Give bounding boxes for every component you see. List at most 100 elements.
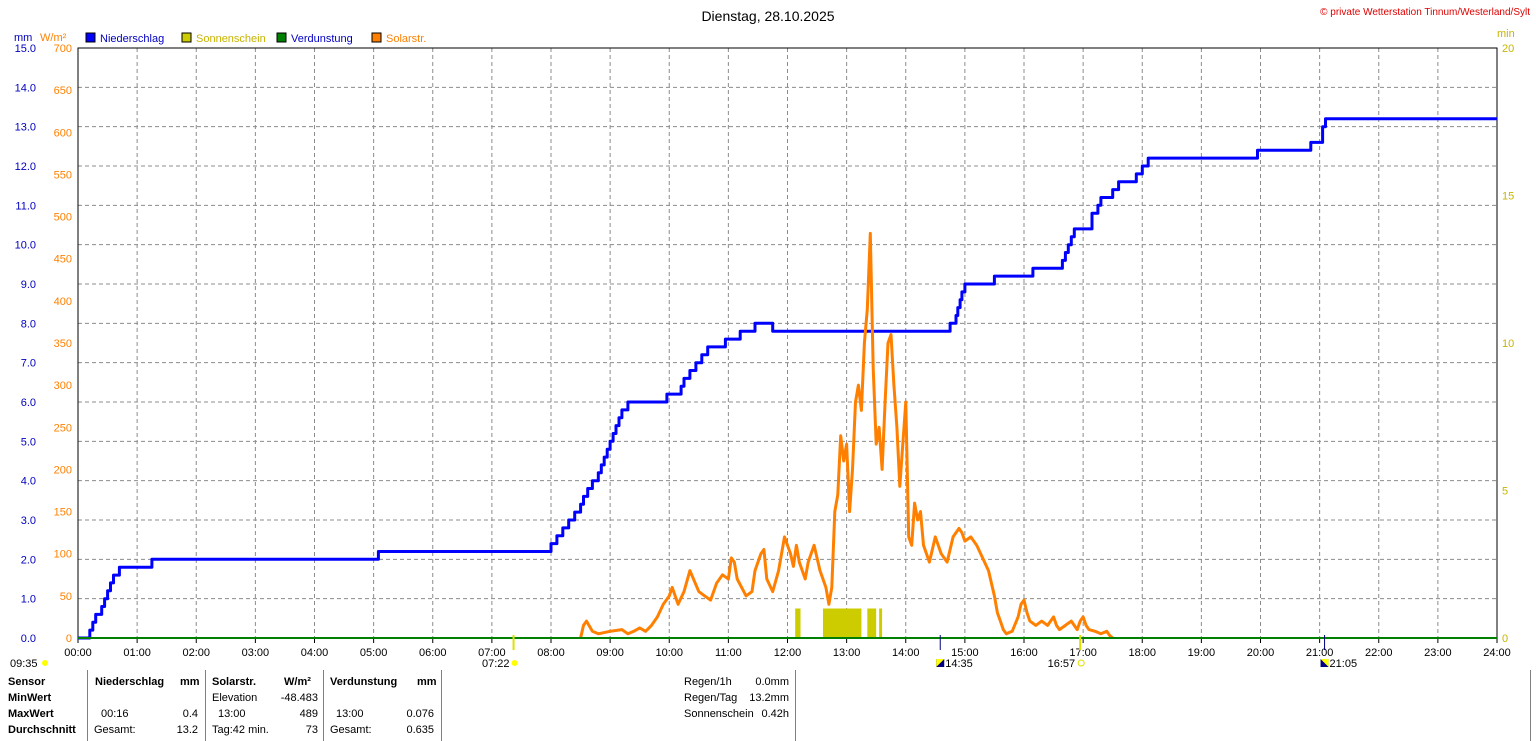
x-tick-label: 15:00 [951, 647, 979, 659]
summary-label: Sonnenschein [684, 708, 754, 720]
y-tick-label-mm: 11.0 [15, 200, 36, 212]
y-tick-label-min: 15 [1502, 191, 1514, 203]
divider [205, 670, 206, 741]
x-tick-label: 06:00 [419, 647, 447, 659]
marker-label-left: 09:35 [10, 658, 38, 668]
y-tick-label-wm2: 200 [54, 464, 72, 476]
x-tick-label: 00:00 [64, 647, 92, 659]
sunshine-bar [822, 608, 862, 638]
y-tick-label-wm2: 400 [54, 296, 72, 308]
y-tick-label-mm: 3.0 [21, 515, 36, 527]
y-tick-label-wm2: 150 [54, 507, 72, 519]
stats-cell: 00:16 [101, 708, 129, 720]
x-tick-label: 16:00 [1010, 647, 1038, 659]
summary-label: Regen/Tag [684, 692, 738, 704]
y-tick-label-min: 20 [1502, 43, 1514, 55]
stats-header-mm2: mm [417, 676, 437, 688]
x-tick-label: 09:00 [596, 647, 624, 659]
stats-cell: 489 [299, 708, 318, 720]
y-tick-label-wm2: 250 [54, 422, 72, 434]
x-tick-label: 20:00 [1247, 647, 1275, 659]
stats-header-niederschlag: Niederschlag [95, 676, 165, 688]
sunshine-bar [879, 608, 883, 638]
chart-title: Dienstag, 28.10.2025 [701, 8, 834, 24]
y-tick-label-wm2: 500 [54, 212, 72, 224]
y-tick-label-min: 10 [1502, 338, 1514, 350]
x-tick-label: 13:00 [833, 647, 861, 659]
legend-swatch-sonnenschein [181, 32, 192, 43]
y-tick-label-mm: 9.0 [21, 279, 36, 291]
stats-header-sensor: Sensor [8, 676, 46, 688]
stats-cell: -48.483 [280, 692, 318, 704]
x-tick-label: 01:00 [123, 647, 151, 659]
y-tick-label-wm2: 650 [54, 85, 72, 97]
legend-swatch-verdunstung [276, 32, 287, 43]
time-markers: 09:35 07:22 14:35 16:57 21:05 [10, 635, 1357, 668]
y-tick-label-min: 5 [1502, 486, 1508, 498]
stats-cell: Elevation [212, 692, 258, 704]
sun-icon [42, 660, 48, 666]
stats-header-wm2: W/m² [284, 676, 311, 688]
stats-cell: Gesamt: [94, 724, 136, 736]
x-tick-label: 24:00 [1483, 647, 1511, 659]
y-tick-label-mm: 7.0 [21, 358, 36, 370]
y-tick-label-mm: 4.0 [21, 476, 36, 488]
x-tick-label: 10:00 [655, 647, 683, 659]
summary-value: 0.42h [761, 708, 789, 720]
x-tick-label: 23:00 [1424, 647, 1452, 659]
sunrise-icon [511, 660, 518, 666]
legend-swatch-niederschlag [85, 32, 96, 43]
grid [78, 48, 1497, 638]
x-tick-label: 18:00 [1128, 647, 1156, 659]
divider [441, 670, 442, 741]
legend-label-sonnenschein: Sonnenschein [196, 33, 266, 45]
marker-label-moon: 14:35 [945, 658, 973, 668]
x-tick-label: 07:00 [478, 647, 506, 659]
series-niederschlag-line [78, 117, 1497, 640]
y-tick-label-mm: 12.0 [15, 161, 36, 173]
series-solarstr-line [579, 231, 1114, 640]
y-tick-label-wm2: 600 [54, 127, 72, 139]
stats-cell: 0.635 [406, 724, 434, 736]
stats-row-label: Durchschnitt [8, 724, 76, 736]
stats-cell: Tag:42 min. [212, 724, 269, 736]
unit-min: min [1497, 28, 1515, 40]
y-tick-label-wm2: 0 [66, 633, 72, 645]
stats-cell: 73 [305, 724, 318, 736]
y-tick-label-mm: 14.0 [15, 82, 36, 94]
stats-header-mm: mm [180, 676, 200, 688]
sunshine-bar [795, 608, 801, 638]
x-tick-label: 21:00 [1306, 647, 1334, 659]
x-tick-label: 02:00 [182, 647, 210, 659]
unit-mm: mm [14, 32, 32, 44]
stats-row-label: MaxWert [8, 708, 54, 720]
summary-value: 0.0mm [755, 676, 789, 688]
y-tick-label-mm: 15.0 [15, 43, 36, 55]
y-tick-label-wm2: 50 [60, 591, 72, 603]
y-tick-label-wm2: 300 [54, 380, 72, 392]
x-tick-label: 17:00 [1069, 647, 1097, 659]
y-tick-label-min: 0 [1502, 633, 1508, 645]
sunset-icon [1077, 659, 1085, 667]
legend-swatch-solarstr [371, 32, 382, 43]
series-layer [78, 117, 1497, 640]
y-tick-label-mm: 2.0 [21, 554, 36, 566]
x-tick-label: 08:00 [537, 647, 565, 659]
stats-cell: Gesamt: [330, 724, 372, 736]
y-tick-label-wm2: 350 [54, 338, 72, 350]
legend-label-niederschlag: Niederschlag [100, 33, 164, 45]
legend: Niederschlag Sonnenschein Verdunstung So… [85, 32, 426, 45]
stats-header-verdunstung: Verdunstung [330, 676, 398, 688]
y-tick-label-wm2: 100 [54, 549, 72, 561]
copyright-text: © private Wetterstation Tinnum/Westerlan… [1320, 7, 1530, 18]
y-tick-label-mm: 1.0 [21, 594, 36, 606]
x-tick-label: 14:00 [892, 647, 920, 659]
legend-label-verdunstung: Verdunstung [291, 33, 353, 45]
marker-label-moonset: 21:05 [1330, 658, 1358, 668]
sunshine-bar [867, 608, 877, 638]
summary-label: Regen/1h [684, 676, 732, 688]
y-tick-label-wm2: 450 [54, 254, 72, 266]
stats-cell: 13:00 [336, 708, 364, 720]
y-tick-label-wm2: 700 [54, 43, 72, 55]
moon-icon [936, 659, 945, 667]
